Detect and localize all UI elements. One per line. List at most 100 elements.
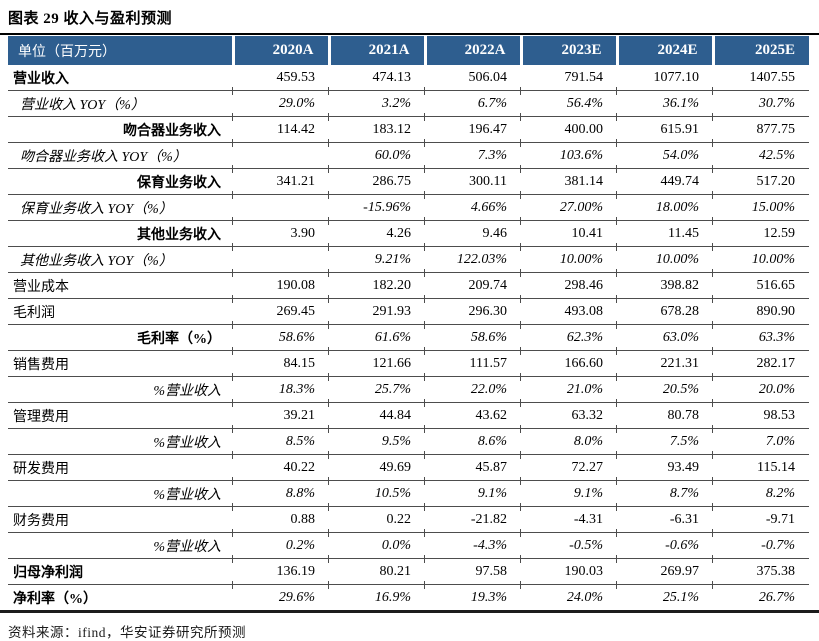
cell-value [232, 243, 329, 273]
cell-value: 10.00% [520, 243, 617, 273]
cell-value: 93.49 [616, 451, 713, 481]
row-label: 销售费用 [8, 350, 233, 377]
cell-value: 49.69 [328, 451, 425, 481]
row-label: %营业收入 [8, 428, 233, 455]
row-label: 营业成本 [8, 272, 233, 299]
cell-value: -0.7% [712, 529, 809, 559]
cell-value: 122.03% [424, 243, 521, 273]
column-header: 2020A [231, 36, 329, 65]
table-row: %营业收入 0.2% 0.0% -4.3% -0.5% -0.6% -0.7% [8, 529, 809, 559]
cell-value: 890.90 [712, 295, 809, 325]
forecast-table: 单位（百万元） 2020A 2021A 2022A 2023E 2024E 2025E 营业… [8, 36, 809, 610]
row-label: 毛利润 [8, 298, 233, 325]
cell-value: 791.54 [564, 69, 604, 85]
row-label: 其他业务收入 [8, 220, 233, 247]
table-row: %营业收入 18.3% 25.7% 22.0% 21.0% 20.5% 20.0% [8, 373, 809, 403]
cell-value: 15.00% [712, 191, 809, 221]
table-row: 毛利率（%） 58.6% 61.6% 58.6% 62.3% 63.0% 63.3% [8, 321, 809, 351]
row-label: 净利率（%） [8, 584, 233, 610]
cell-value: 63.32 [520, 399, 617, 429]
cell-value: 62.3% [520, 321, 617, 351]
cell-value: 10.00% [616, 243, 713, 273]
cell-value: 20.5% [616, 373, 713, 403]
cell-value: 29.0% [232, 87, 329, 117]
cell-value: 209.74 [424, 269, 521, 299]
table-row: 管理费用 39.21 44.84 43.62 63.32 80.78 98.53 [8, 399, 809, 429]
cell-value: -15.96% [328, 191, 425, 221]
cell-value: 84.15 [232, 347, 329, 377]
cell-value: 42.5% [712, 139, 809, 169]
table-header: 单位（百万元） 2020A 2021A 2022A 2023E 2024E 2025E [8, 36, 809, 65]
cell-value: 300.11 [424, 165, 521, 195]
cell-value: -4.31 [520, 503, 617, 533]
cell-value: 54.0% [616, 139, 713, 169]
cell-value: 22.0% [424, 373, 521, 403]
row-label: 归母净利润 [8, 558, 233, 585]
cell-value: 24.0% [520, 581, 617, 610]
cell-value: -0.6% [616, 529, 713, 559]
cell-value: 115.14 [712, 451, 809, 481]
column-header: 2022A [423, 36, 521, 65]
cell-value: 121.66 [328, 347, 425, 377]
cell-value: 9.21% [328, 243, 425, 273]
column-header: 2023E [519, 36, 617, 65]
row-label: 营业收入 YOY（%） [8, 90, 233, 117]
row-label: 吻合器业务收入 YOY（%） [8, 142, 233, 169]
cell-value: 9.1% [520, 477, 617, 507]
row-label: 营业收入 [13, 71, 69, 87]
unit-header-cell: 单位（百万元） [8, 36, 233, 65]
title-divider [0, 33, 819, 35]
cell-value: 58.6% [424, 321, 521, 351]
cell-value: 80.78 [616, 399, 713, 429]
cell-value: 8.5% [232, 425, 329, 455]
column-header: 2025E [711, 36, 809, 65]
cell-value: 7.3% [424, 139, 521, 169]
cell-value: 30.7% [712, 87, 809, 117]
cell-value: 3.2% [328, 87, 425, 117]
source-note: 资料来源：ifind，华安证券研究所预测 [8, 625, 246, 640]
row-label: 财务费用 [8, 506, 233, 533]
row-label: 保育业务收入 [8, 168, 233, 195]
cell-value: 6.7% [424, 87, 521, 117]
table-row: 其他业务收入 3.90 4.26 9.46 10.41 11.45 12.59 [8, 217, 809, 247]
cell-value: 10.00% [712, 243, 809, 273]
cell-value: 0.88 [232, 503, 329, 533]
cell-value: 375.38 [712, 555, 809, 585]
cell-value: 286.75 [328, 165, 425, 195]
cell-value: 459.53 [276, 69, 316, 85]
table-row: 净利率（%） 29.6% 16.9% 19.3% 24.0% 25.1% 26.7% [8, 581, 809, 610]
row-label: 管理费用 [8, 402, 233, 429]
cell-value: 16.9% [328, 581, 425, 610]
column-header: 2024E [615, 36, 713, 65]
cell-value: 182.20 [328, 269, 425, 299]
cell-value: -9.71 [712, 503, 809, 533]
cell-value [232, 191, 329, 221]
cell-value: -0.5% [520, 529, 617, 559]
cell-value: 25.7% [328, 373, 425, 403]
table-row: 归母净利润 136.19 80.21 97.58 190.03 269.97 375.38 [8, 555, 809, 585]
row-label: 保育业务收入 YOY（%） [8, 194, 233, 221]
cell-value: 80.21 [328, 555, 425, 585]
cell-value: 18.00% [616, 191, 713, 221]
table-row: 研发费用 40.22 49.69 45.87 72.27 93.49 115.14 [8, 451, 809, 481]
cell-value: 4.26 [328, 217, 425, 247]
cell-value: 506.04 [468, 69, 508, 85]
cell-value: 9.5% [328, 425, 425, 455]
cell-value: -6.31 [616, 503, 713, 533]
cell-value: 190.03 [520, 555, 617, 585]
cell-value: 493.08 [520, 295, 617, 325]
cell-value: 269.97 [616, 555, 713, 585]
cell-value: 10.5% [328, 477, 425, 507]
cell-value: 8.0% [520, 425, 617, 455]
cell-value: 63.3% [712, 321, 809, 351]
table-row: 营业成本 190.08 182.20 209.74 298.46 398.82 516.65 [8, 269, 809, 299]
cell-value: 136.19 [232, 555, 329, 585]
cell-value: 516.65 [712, 269, 809, 299]
cell-value: 877.75 [712, 113, 809, 143]
cell-value: 8.7% [616, 477, 713, 507]
table-row: 营业收入 459.53 474.13 506.04 791.54 1077.10 1407.… [8, 65, 809, 91]
cell-value: 26.7% [712, 581, 809, 610]
table-row: 吻合器业务收入 YOY（%） 60.0% 7.3% 103.6% 54.0% 42.5% [8, 139, 809, 169]
cell-value: 8.2% [712, 477, 809, 507]
table-row: 保育业务收入 341.21 286.75 300.11 381.14 449.74 517.… [8, 165, 809, 195]
